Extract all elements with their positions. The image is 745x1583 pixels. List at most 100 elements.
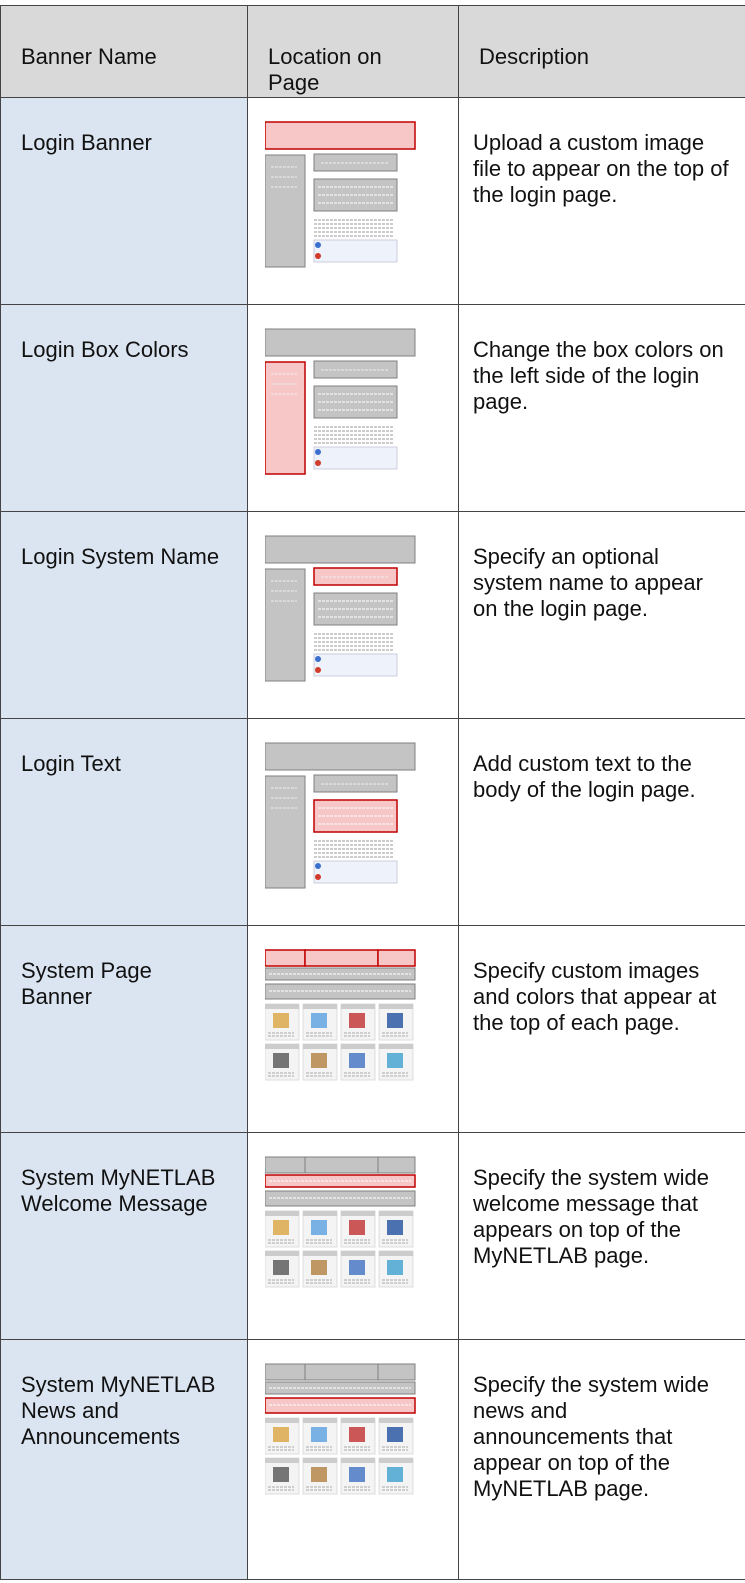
header-row: Banner Name Location on Page Description bbox=[0, 5, 745, 98]
thumb-icon bbox=[315, 863, 321, 869]
location-thumbnail bbox=[264, 1363, 416, 1495]
table-row: System MyNETLAB Welcome Message Specify t… bbox=[0, 1132, 745, 1340]
thumb-icon bbox=[273, 1053, 289, 1068]
location-thumbnail bbox=[264, 742, 416, 889]
thumb-tile-head bbox=[379, 1211, 413, 1216]
thumb-box bbox=[264, 535, 416, 564]
thumb-box bbox=[264, 121, 416, 150]
location-cell bbox=[247, 1132, 459, 1340]
thumb-icon bbox=[315, 874, 321, 880]
banner-name: Login Box Colors bbox=[0, 304, 248, 512]
description: Upload a custom image file to appear on … bbox=[458, 97, 745, 305]
banner-name: System MyNETLAB News and Announcements bbox=[0, 1339, 248, 1580]
thumb-tile bbox=[378, 1457, 414, 1495]
column-header: Banner Name bbox=[0, 5, 248, 98]
thumb-icon bbox=[315, 242, 321, 248]
thumb-tile-head bbox=[379, 1418, 413, 1423]
thumb-tile-head bbox=[379, 1044, 413, 1049]
thumb-tile-head bbox=[341, 1004, 375, 1009]
thumb-box bbox=[264, 949, 306, 967]
location-thumbnail bbox=[264, 121, 416, 268]
banner-name: System MyNETLAB Welcome Message bbox=[0, 1132, 248, 1340]
thumb-tile-head bbox=[341, 1418, 375, 1423]
thumb-tile-head bbox=[265, 1004, 299, 1009]
location-thumbnail bbox=[264, 949, 416, 1081]
description: Specify an optional system name to appea… bbox=[458, 511, 745, 719]
thumb-icon bbox=[311, 1427, 327, 1442]
thumb-icon bbox=[273, 1220, 289, 1235]
thumb-icon bbox=[349, 1053, 365, 1068]
thumb-box bbox=[377, 1363, 416, 1381]
table-row: Login Box Colors Change the box colors on… bbox=[0, 304, 745, 512]
thumb-icon bbox=[315, 656, 321, 662]
location-cell bbox=[247, 97, 459, 305]
thumb-tile-head bbox=[341, 1044, 375, 1049]
thumb-tile-head bbox=[303, 1251, 337, 1256]
banner-name: Login System Name bbox=[0, 511, 248, 719]
description: Specify the system wide welcome message … bbox=[458, 1132, 745, 1340]
thumb-panel bbox=[313, 446, 398, 470]
thumb-icon bbox=[315, 460, 321, 466]
thumb-tile-head bbox=[341, 1458, 375, 1463]
thumb-box bbox=[377, 1156, 416, 1174]
thumb-icon bbox=[311, 1013, 327, 1028]
table-row: System MyNETLAB News and Announcements Sp… bbox=[0, 1339, 745, 1580]
table-row: Login System Name Specify an optional sys… bbox=[0, 511, 745, 719]
thumb-tile-head bbox=[303, 1211, 337, 1216]
table-row: Login Banner Upload a custom image file t… bbox=[0, 97, 745, 305]
thumb-tile-head bbox=[303, 1044, 337, 1049]
table-row: Login Text Add custom text to the body of… bbox=[0, 718, 745, 926]
thumb-icon bbox=[311, 1260, 327, 1275]
thumb-tile-head bbox=[379, 1251, 413, 1256]
description: Change the box colors on the left side o… bbox=[458, 304, 745, 512]
location-thumbnail bbox=[264, 535, 416, 682]
column-header: Location on Page bbox=[247, 5, 459, 98]
thumb-icon bbox=[387, 1220, 403, 1235]
thumb-box bbox=[304, 1363, 379, 1381]
thumb-icon bbox=[387, 1260, 403, 1275]
thumb-box bbox=[264, 1363, 306, 1381]
thumb-tile bbox=[340, 1210, 376, 1248]
thumb-panel bbox=[313, 653, 398, 677]
thumb-tile-head bbox=[303, 1418, 337, 1423]
thumb-tile-head bbox=[265, 1211, 299, 1216]
thumb-icon bbox=[311, 1467, 327, 1482]
location-thumbnail bbox=[264, 1156, 416, 1288]
thumb-icon bbox=[273, 1427, 289, 1442]
thumb-icon bbox=[387, 1427, 403, 1442]
thumb-tile-head bbox=[341, 1211, 375, 1216]
thumb-box bbox=[264, 568, 306, 682]
thumb-icon bbox=[315, 449, 321, 455]
thumb-icon bbox=[387, 1013, 403, 1028]
thumb-box bbox=[377, 949, 416, 967]
location-thumbnail bbox=[264, 328, 416, 475]
location-cell bbox=[247, 718, 459, 926]
description: Specify the system wide news and announc… bbox=[458, 1339, 745, 1580]
location-cell bbox=[247, 304, 459, 512]
thumb-icon bbox=[349, 1427, 365, 1442]
thumb-icon bbox=[315, 667, 321, 673]
description: Specify custom images and colors that ap… bbox=[458, 925, 745, 1133]
location-cell bbox=[247, 511, 459, 719]
thumb-tile-head bbox=[265, 1251, 299, 1256]
thumb-tile-head bbox=[303, 1458, 337, 1463]
table-row: System Page Banner Specify custom images … bbox=[0, 925, 745, 1133]
thumb-tile bbox=[378, 1250, 414, 1288]
thumb-icon bbox=[387, 1053, 403, 1068]
thumb-tile-head bbox=[265, 1044, 299, 1049]
thumb-tile bbox=[340, 1457, 376, 1495]
thumb-tile-head bbox=[303, 1004, 337, 1009]
thumb-box bbox=[264, 1156, 306, 1174]
thumb-box bbox=[264, 775, 306, 889]
thumb-box bbox=[264, 154, 306, 268]
banner-name: System Page Banner bbox=[0, 925, 248, 1133]
thumb-tile-head bbox=[265, 1418, 299, 1423]
thumb-box bbox=[304, 949, 379, 967]
thumb-icon bbox=[273, 1467, 289, 1482]
thumb-icon bbox=[311, 1053, 327, 1068]
thumb-tile-head bbox=[341, 1251, 375, 1256]
thumb-box bbox=[264, 361, 306, 475]
description: Add custom text to the body of the login… bbox=[458, 718, 745, 926]
thumb-panel bbox=[313, 239, 398, 263]
thumb-icon bbox=[387, 1467, 403, 1482]
